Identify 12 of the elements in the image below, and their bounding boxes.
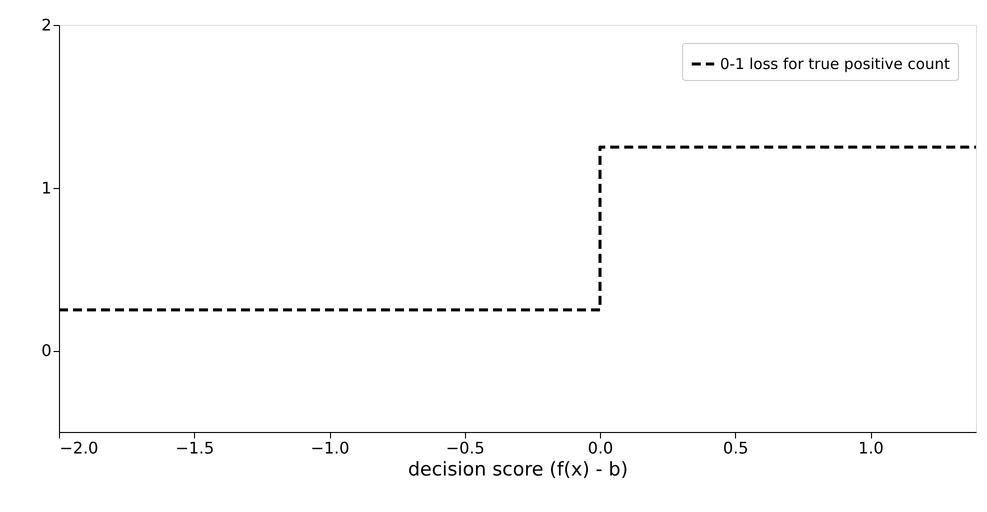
x-tick-label: −0.5 (446, 438, 485, 458)
x-tick-label: 1.0 (858, 438, 884, 458)
x-tick-label: −1.0 (310, 438, 350, 458)
x-tick-label: −1.5 (175, 438, 214, 458)
x-tick-label: 0.0 (588, 438, 614, 458)
x-tick-label: −2.0 (60, 438, 98, 458)
y-tick-label: 1 (41, 178, 52, 198)
y-tick-label: 0 (41, 341, 52, 360)
legend-label: 0-1 loss for true positive count (720, 55, 950, 73)
x-axis-title: decision score (f(x) - b) (408, 458, 628, 480)
y-tick-label: 2 (41, 16, 52, 34)
x-tick-label: 0.5 (723, 438, 748, 458)
